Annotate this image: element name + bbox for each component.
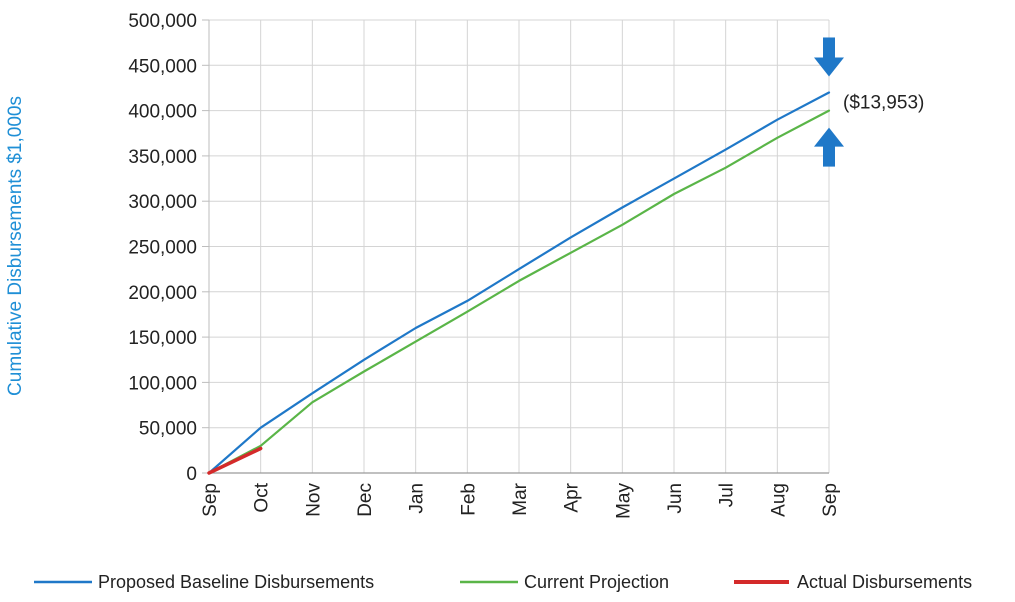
- legend-label: Actual Disbursements: [797, 572, 972, 592]
- y-tick-label: 250,000: [128, 238, 197, 259]
- annotations: ($13,953): [814, 37, 924, 167]
- legend: Proposed Baseline Disbursements Current P…: [34, 572, 972, 592]
- y-axis-label: Cumulative Disbursements $1,000s: [5, 96, 26, 396]
- grid-lines: [209, 19, 830, 473]
- series-line-actual-disbursements: [207, 446, 263, 475]
- x-tick-label: Oct: [252, 482, 273, 512]
- y-tick-label: 450,000: [128, 56, 197, 77]
- series-line-proposed-baseline-disbursements: [207, 91, 831, 475]
- x-tick-label: Nov: [303, 483, 324, 517]
- x-tick-label: Jul: [717, 483, 738, 507]
- y-tick-label: 50,000: [139, 419, 197, 440]
- arrow-down-icon: [814, 57, 844, 77]
- y-tick-labels: 0 50,000 100,000 150,000 200,000 250,000 300,0…: [128, 11, 197, 485]
- legend-label: Proposed Baseline Disbursements: [98, 572, 374, 592]
- x-tick-label: May: [613, 483, 634, 519]
- y-tick-label: 300,000: [128, 192, 197, 213]
- x-tick-label: Feb: [458, 483, 479, 516]
- series-line-current-projection: [207, 109, 831, 475]
- y-tick-label: 200,000: [128, 283, 197, 304]
- y-tick-label: 500,000: [128, 11, 197, 32]
- y-tick-label: 0: [186, 464, 197, 485]
- y-tick-label: 150,000: [128, 328, 197, 349]
- legend-label: Current Projection: [524, 572, 669, 592]
- x-tick-label: Mar: [510, 482, 531, 515]
- axes: [202, 19, 829, 474]
- x-tick-label: Dec: [355, 483, 376, 517]
- x-tick-label: Aug: [768, 483, 789, 517]
- x-tick-label: Sep: [820, 483, 841, 517]
- arrow-up-icon: [823, 144, 835, 167]
- x-tick-labels: Sep Oct Nov Dec Jan Feb Mar Apr May Jun Jul Aug Sep: [200, 482, 841, 519]
- x-tick-label: Sep: [200, 483, 221, 517]
- arrow-up-icon: [814, 127, 844, 147]
- y-tick-label: 350,000: [128, 147, 197, 168]
- y-tick-label: 400,000: [128, 102, 197, 123]
- y-tick-label: 100,000: [128, 373, 197, 394]
- series-lines: [207, 91, 831, 475]
- difference-label: ($13,953): [843, 93, 924, 114]
- x-tick-label: Apr: [562, 482, 583, 512]
- x-tick-label: Jun: [665, 483, 686, 514]
- x-tick-label: Jan: [407, 483, 428, 514]
- arrow-down-icon: [823, 37, 835, 60]
